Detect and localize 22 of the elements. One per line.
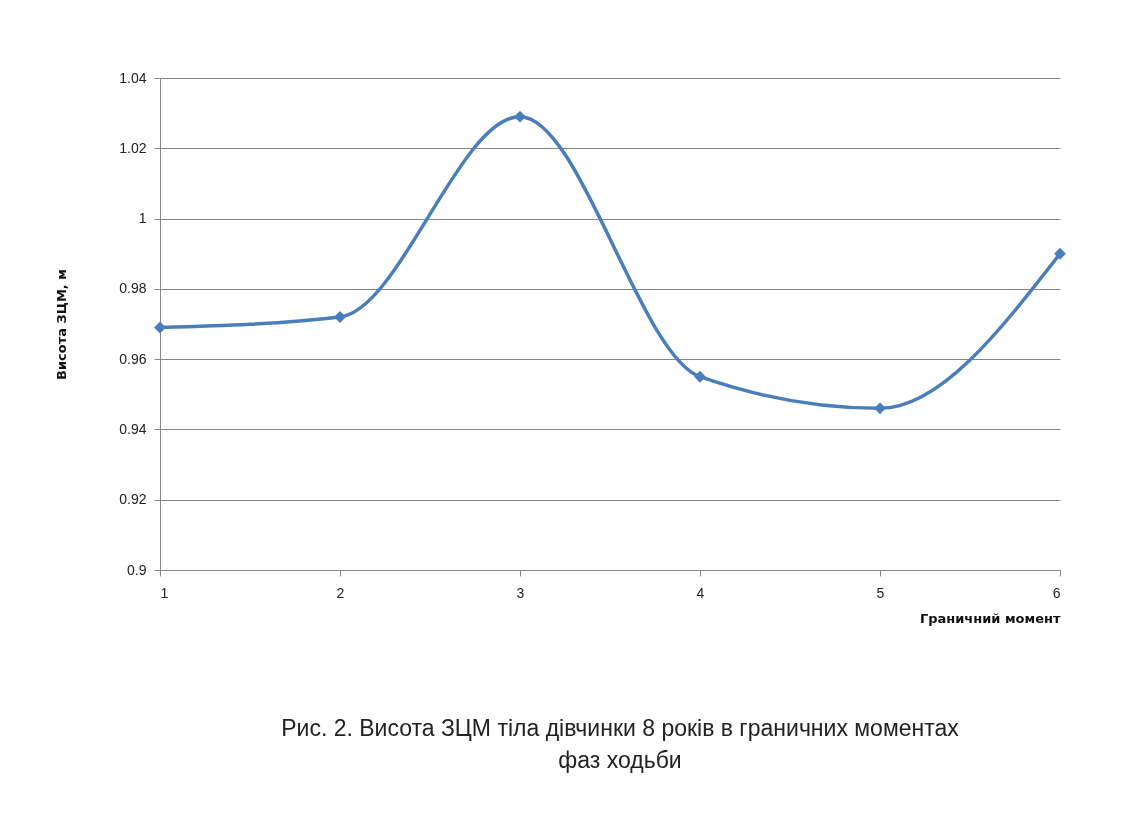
y-tick-label: 1.02: [119, 139, 147, 156]
x-tick-label: 2: [336, 584, 345, 601]
point: [694, 370, 706, 383]
x-tick-label: 1: [160, 584, 169, 601]
y-tick-label: 0.9: [127, 561, 147, 578]
point: [514, 110, 526, 123]
x-tick-label: 5: [876, 584, 885, 601]
y-tick-label: 0.98: [119, 280, 147, 297]
point: [1054, 247, 1066, 260]
x-tick-label: 4: [696, 584, 705, 601]
x-axis-title: Граничний момент: [919, 610, 1061, 626]
y-tick-label: 0.96: [119, 350, 147, 367]
point: [874, 402, 886, 415]
text: Рис. 2. Висота ЗЦМ тіла дівчинки 8 років в граничних моментах фаз ходьби: [280, 714, 960, 775]
y-tick-label: 1.04: [119, 69, 147, 86]
y-axis-title: Висота ЗЦМ, м: [54, 269, 70, 380]
point: [154, 321, 166, 334]
x-tick-label: 3: [516, 584, 525, 601]
x-tick-label: 6: [1052, 584, 1061, 601]
y-tick-label: 1: [138, 210, 147, 227]
y-tick-label: 0.94: [119, 420, 147, 437]
y-tick-label: 0.92: [119, 491, 147, 508]
